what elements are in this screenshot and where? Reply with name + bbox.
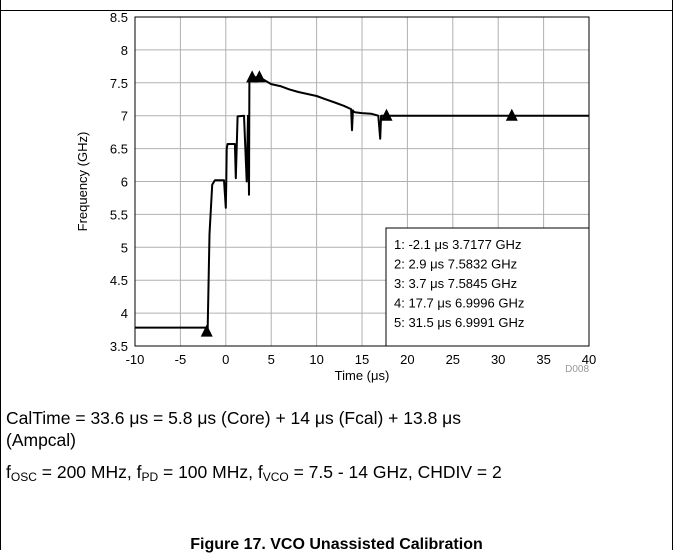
annotation-row: 3: 3.7 μs 7.5845 GHz — [394, 276, 517, 291]
annotation-row: 5: 31.5 μs 6.9991 GHz — [394, 315, 524, 330]
y-axis-label: Frequency (GHz) — [75, 132, 90, 232]
annotation-row: 2: 2.9 μs 7.5832 GHz — [394, 257, 517, 272]
y-tick-label: 8 — [121, 43, 128, 58]
frequency-series-line — [135, 76, 589, 334]
y-tick-label: 8.5 — [110, 10, 128, 25]
x-tick-label: 5 — [268, 352, 275, 367]
cal-time-line-cont: (Ampcal) — [6, 430, 77, 450]
conditions-text: f — [6, 462, 11, 482]
frequency-chart: -10 -5 0 5 10 15 20 25 30 35 40 3.5 4 4.5 5 5.5 6 6.5 7 7.5… — [75, 10, 596, 383]
annotation-row: 1: -2.1 μs 3.7177 GHz — [394, 237, 521, 252]
x-tick-label: 30 — [491, 352, 505, 367]
subscript-text: VCO — [262, 470, 289, 484]
marker-triangle — [380, 108, 393, 121]
y-tick-label: 6 — [121, 175, 128, 190]
plot-frame — [134, 16, 590, 347]
x-tick-label: 25 — [446, 352, 460, 367]
y-tick-label: 5 — [121, 240, 128, 255]
conditions-text: = 7.5 - 14 GHz, CHDIV = 2 — [288, 462, 502, 482]
marker-triangle — [505, 108, 518, 121]
x-tick-label: 10 — [309, 352, 323, 367]
figure-tag: D008 — [565, 364, 589, 375]
subscript-text: OSC — [10, 470, 37, 484]
y-tick-label: 4.5 — [110, 273, 128, 288]
annotation-row: 4: 17.7 μs 6.9996 GHz — [394, 296, 524, 311]
y-tick-label: 3.5 — [110, 339, 128, 354]
conditions-text: = 100 MHz, f — [158, 462, 263, 482]
x-tick-label: -5 — [175, 352, 187, 367]
x-axis-label: Time (μs) — [335, 368, 390, 383]
x-tick-label: 40 — [582, 352, 596, 367]
conditions-text: = 200 MHz, f — [36, 462, 142, 482]
top-border — [0, 0, 673, 11]
x-tick-label: 35 — [536, 352, 550, 367]
x-tick-label: 15 — [355, 352, 369, 367]
x-tick-label: -10 — [126, 352, 145, 367]
y-tick-label: 7 — [121, 109, 128, 124]
y-tick-label: 4 — [121, 306, 128, 321]
y-tick-label: 7.5 — [110, 76, 128, 91]
cal-time-line: CalTime = 33.6 μs = 5.8 μs (Core) + 14 μ… — [6, 408, 461, 428]
marker-triangle — [253, 70, 266, 83]
x-tick-label: 0 — [222, 352, 229, 367]
x-tick-label: 20 — [400, 352, 414, 367]
y-tick-label: 6.5 — [110, 142, 128, 157]
conditions-line: fOSC = 200 MHz, fPD = 100 MHz, fVCO = 7.… — [6, 461, 502, 488]
y-tick-label: 5.5 — [110, 207, 128, 222]
marker-triangle — [200, 324, 213, 337]
figure-title: Figure 17. VCO Unassisted Calibration — [190, 536, 483, 553]
subscript-text: PD — [141, 470, 159, 484]
left-border — [0, 0, 1, 550]
annotation-box — [385, 227, 590, 347]
